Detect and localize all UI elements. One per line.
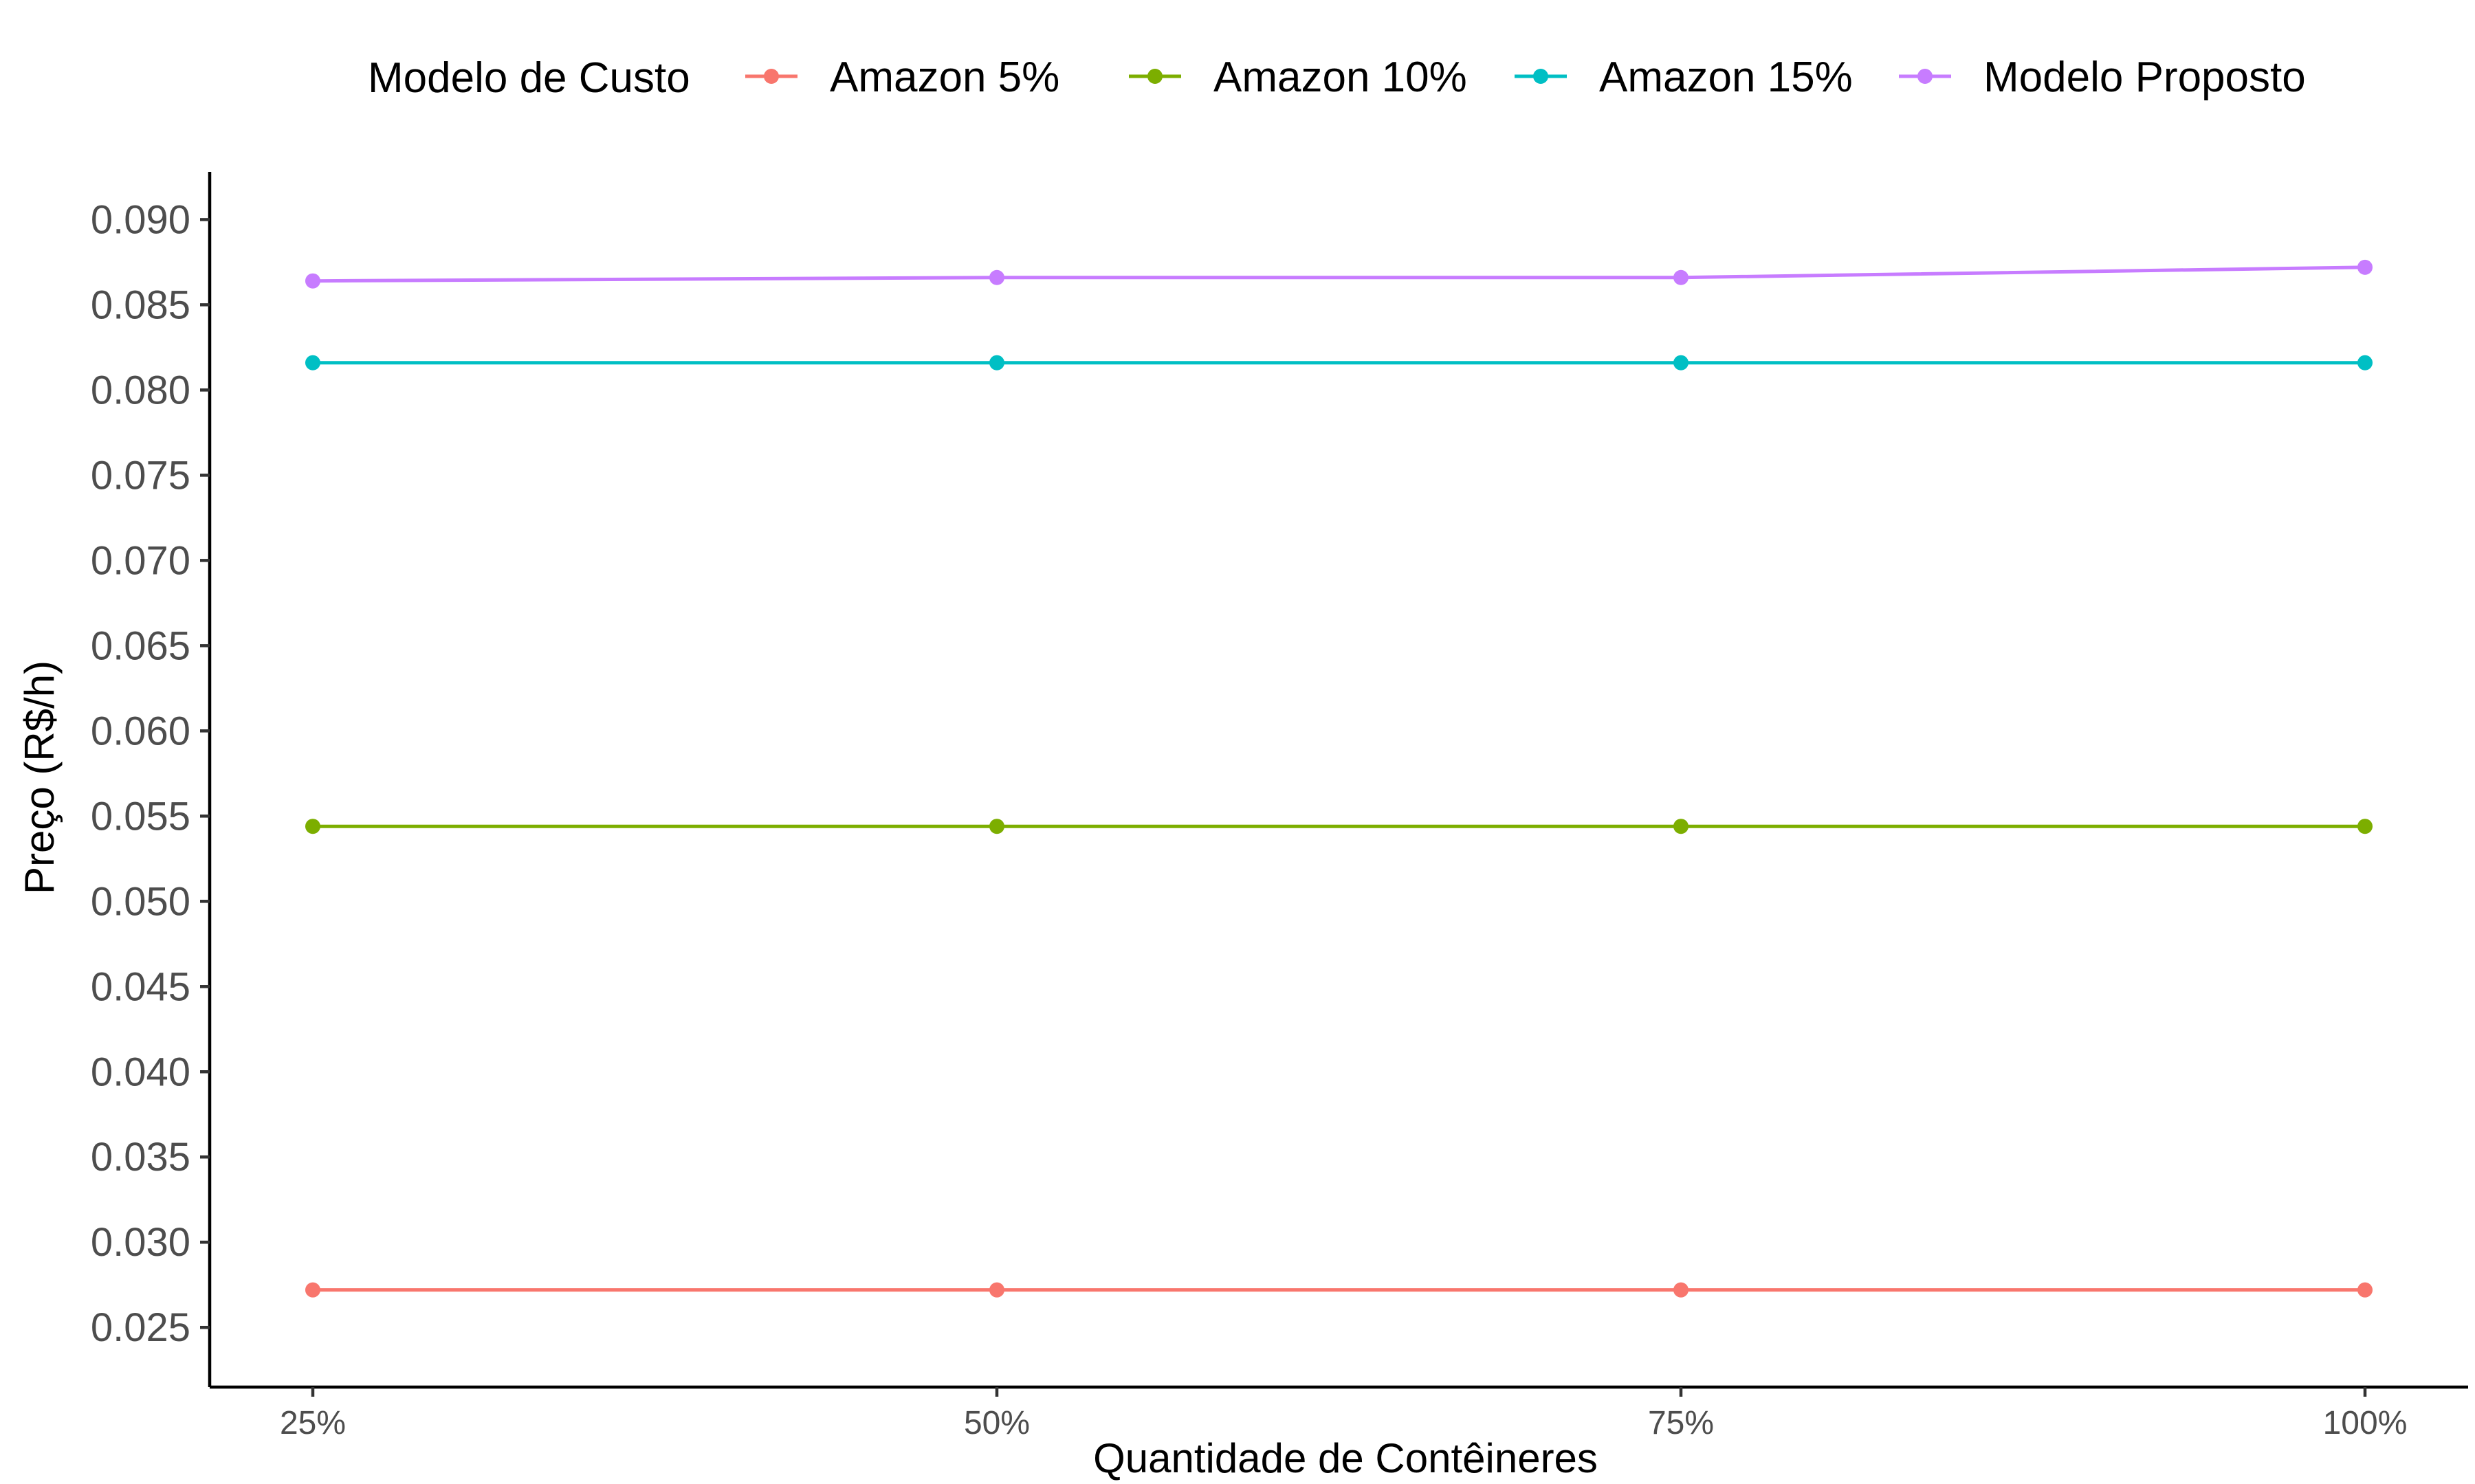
data-point	[989, 1282, 1004, 1298]
x-tick-label: 75%	[1648, 1405, 1714, 1441]
series-amazon-10	[305, 819, 2373, 834]
x-tick-label: 100%	[2323, 1405, 2408, 1441]
y-tick-label: 0.035	[91, 1135, 190, 1180]
legend-key-point	[1147, 69, 1163, 84]
y-tick-label: 0.065	[91, 623, 190, 668]
y-tick-label: 0.090	[91, 197, 190, 242]
x-tick-label: 25%	[280, 1405, 346, 1441]
data-point	[1673, 355, 1688, 370]
series-line	[312, 265, 2366, 283]
series-amazon-5	[305, 1282, 2373, 1298]
data-point	[305, 819, 320, 834]
y-tick-label: 0.070	[91, 538, 190, 583]
legend-label: Modelo Proposto	[1983, 54, 2306, 101]
y-tick-label: 0.040	[91, 1050, 190, 1094]
data-point	[1673, 269, 1688, 285]
y-tick-label: 0.080	[91, 368, 190, 412]
data-point	[1673, 819, 1688, 834]
y-tick-label: 0.075	[91, 453, 190, 498]
legend-label: Amazon 5%	[830, 54, 1059, 101]
data-point	[1673, 1282, 1688, 1298]
x-axis: 25% 50% 75% 100%	[210, 1385, 2468, 1441]
series-modelo-proposto	[305, 259, 2373, 289]
y-tick-label: 0.050	[91, 879, 190, 924]
plot-area	[305, 259, 2373, 1298]
y-tick-label: 0.055	[91, 794, 190, 839]
legend-item: Amazon 15%	[1515, 54, 1853, 101]
legend: Modelo de Custo Amazon 5% Amazon 10% Amazo…	[368, 54, 2306, 102]
data-point	[2357, 1282, 2373, 1298]
x-axis-title: Quantidade de Contêineres	[1093, 1435, 1598, 1481]
data-point	[2357, 819, 2373, 834]
data-point	[989, 355, 1004, 370]
legend-label: Amazon 10%	[1213, 54, 1467, 101]
data-point	[989, 269, 1004, 285]
data-point	[2357, 259, 2373, 275]
data-point	[305, 355, 320, 370]
y-axis: 0.025 0.030 0.035 0.040 0.045 0.050 0.055 0.060…	[91, 172, 212, 1387]
y-tick-label: 0.045	[91, 964, 190, 1009]
legend-item: Amazon 5%	[745, 54, 1059, 101]
legend-item: Modelo Proposto	[1899, 54, 2306, 101]
legend-key-point	[764, 69, 779, 84]
data-point	[2357, 355, 2373, 370]
y-tick-label: 0.085	[91, 283, 190, 327]
legend-key-point	[1917, 69, 1933, 84]
legend-title: Modelo de Custo	[368, 54, 690, 102]
legend-label: Amazon 15%	[1599, 54, 1853, 101]
y-tick-label: 0.025	[91, 1305, 190, 1350]
y-axis-title: Preço (R$/h)	[16, 661, 63, 894]
legend-key-point	[1533, 69, 1548, 84]
y-tick-label: 0.060	[91, 709, 190, 753]
data-point	[989, 819, 1004, 834]
x-tick-label: 50%	[964, 1405, 1030, 1441]
legend-item: Amazon 10%	[1129, 54, 1467, 101]
data-point	[305, 273, 320, 289]
data-point	[305, 1282, 320, 1298]
series-amazon-15	[305, 355, 2373, 370]
y-tick-label: 0.030	[91, 1220, 190, 1265]
